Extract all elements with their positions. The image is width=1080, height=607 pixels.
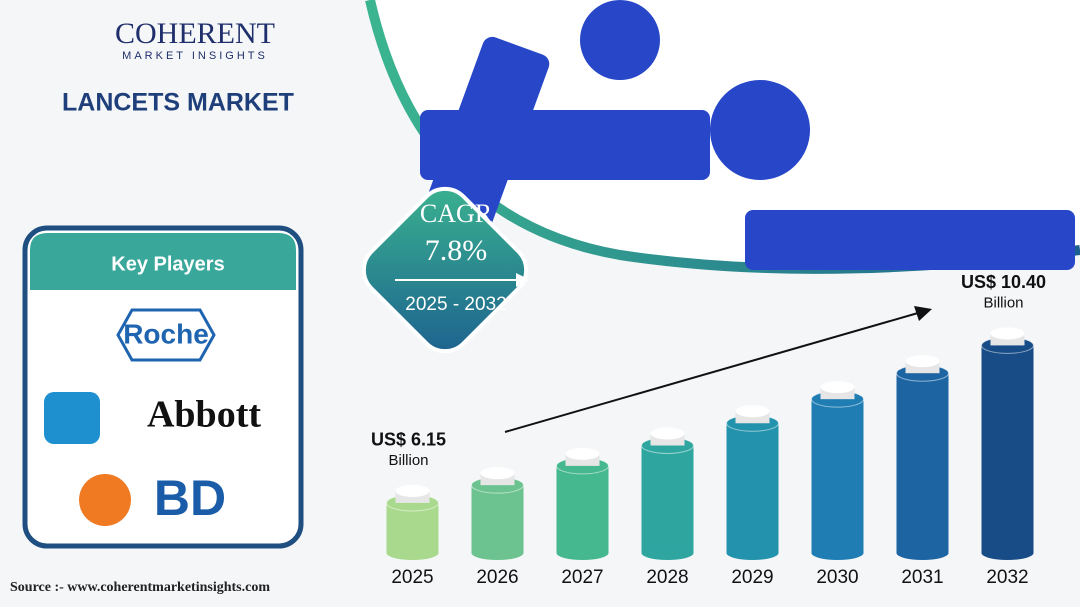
bar (811, 399, 864, 553)
cagr-label: CAGR (420, 199, 493, 228)
bar (896, 373, 949, 553)
bar-cap-top (480, 467, 515, 480)
player: BD (154, 470, 226, 526)
brand-sub: MARKET INSIGHTS (122, 50, 268, 62)
value-unit: Billion (388, 452, 428, 469)
cagr-period: 2025 - 2032 (405, 294, 506, 315)
cagr-badge (361, 186, 529, 354)
x-tick-label: 2032 (986, 567, 1028, 588)
bar-cap-top (905, 355, 940, 368)
bar-cap-top (565, 447, 600, 460)
x-tick-label: 2027 (561, 567, 603, 588)
bar-base (641, 546, 694, 560)
x-tick-label: 2025 (391, 567, 433, 588)
bar (471, 485, 524, 553)
key-players-card (22, 225, 304, 549)
bar-cap-top (990, 327, 1025, 340)
bar-base (556, 546, 609, 560)
cagr-value: 7.8% (425, 234, 488, 267)
bar-base (386, 546, 439, 560)
abbott-icon (44, 392, 100, 444)
bar (641, 445, 694, 553)
player: Abbott (147, 394, 261, 436)
x-tick-label: 2031 (901, 567, 943, 588)
bar-base (471, 546, 524, 560)
bd-icon (79, 474, 131, 526)
bar-base (981, 546, 1034, 560)
value-label: US$ 10.40 (961, 272, 1046, 292)
bar-base (726, 546, 779, 560)
x-tick-label: 2026 (476, 567, 518, 588)
bar (981, 345, 1034, 553)
value-unit: Billion (983, 294, 1023, 311)
bar-cap-top (820, 381, 855, 394)
source: Source :- www.coherentmarketinsights.com (10, 580, 270, 595)
title: LANCETS MARKET (62, 89, 294, 117)
trend-arrow (504, 312, 919, 433)
cagr-arrowhead (516, 273, 530, 287)
bar (556, 465, 609, 553)
bar (726, 423, 779, 553)
bar-cap-top (395, 484, 430, 497)
x-tick-label: 2029 (731, 567, 773, 588)
bar-base (896, 546, 949, 560)
x-tick-label: 2030 (816, 567, 858, 588)
x-tick-label: 2028 (646, 567, 688, 588)
bar-chart: 2025 US$ 6.15 Billion 2026 2027 2028 2029 2030 2… (371, 272, 1046, 588)
roche-frame (116, 308, 216, 362)
key-players-header (30, 233, 296, 290)
trend-arrowhead (914, 306, 932, 321)
bar-cap-top (735, 405, 770, 418)
key-players-title: Key Players (111, 253, 224, 275)
brand: COHERENT (115, 17, 275, 50)
value-label: US$ 6.15 (371, 430, 446, 450)
bar-cap-top (650, 427, 685, 440)
bar-base (811, 546, 864, 560)
player: Roche (123, 318, 209, 349)
